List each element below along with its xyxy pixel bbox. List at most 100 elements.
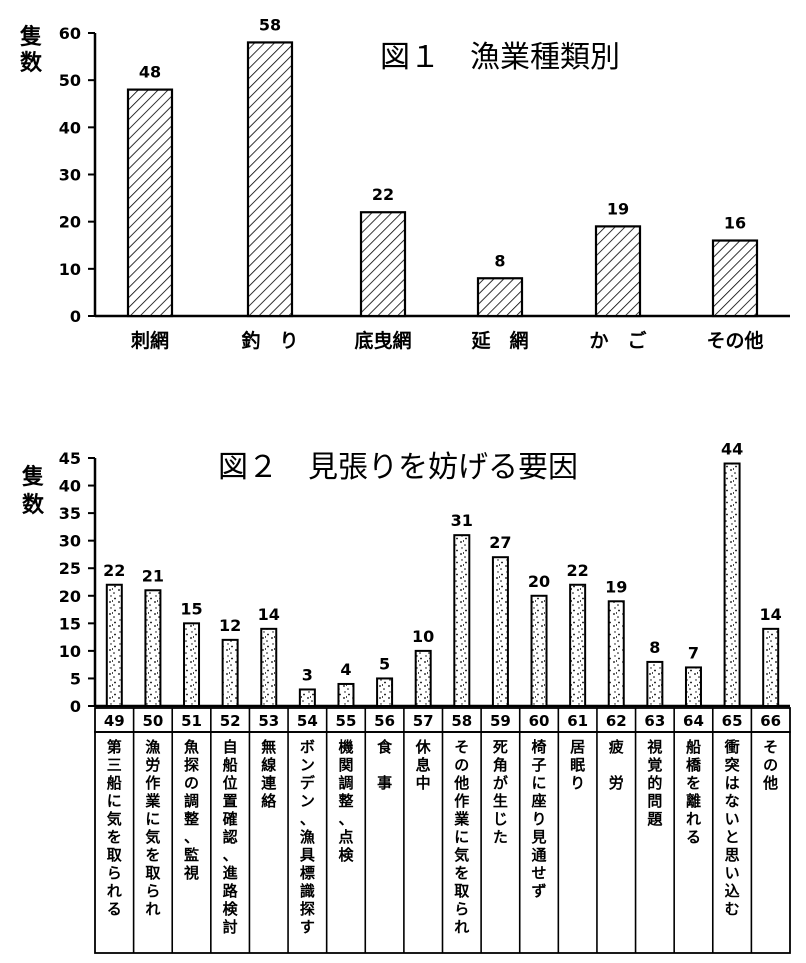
chart-2-category-label: 死角が生じた	[493, 738, 509, 846]
chart-1-y-tick-label: 20	[59, 213, 81, 232]
chart-2-bar	[684, 666, 702, 708]
chart-2-ylabel-char-1: 隻	[21, 464, 44, 490]
chart-2-data-label: 27	[489, 533, 511, 552]
chart-2-data-label: 10	[412, 627, 434, 646]
chart-2-category-label: 休息中	[415, 738, 432, 792]
chart-2-category-label: その他作業に気を取られ	[453, 738, 470, 936]
chart-2-bar	[144, 589, 162, 707]
chart-2-data-label: 19	[605, 577, 627, 596]
chart-2-data-label: 4	[340, 660, 351, 679]
chart-1-data-label: 16	[724, 214, 746, 233]
chart-1-data-label: 58	[259, 15, 281, 34]
chart-2-bar	[491, 556, 509, 708]
chart-2-data-label: 31	[451, 511, 473, 530]
chart-2-bar	[260, 627, 278, 707]
chart-2-category-label: 疲 労	[609, 738, 624, 792]
chart-2-bar	[453, 534, 471, 708]
chart-1-y-tick-label: 50	[59, 71, 81, 90]
chart-2-data-label: 21	[142, 566, 164, 585]
chart-1-data-label: 8	[494, 251, 505, 270]
chart-2-bar	[183, 622, 201, 707]
chart-2-category-number: 56	[374, 712, 395, 730]
chart-1-bar	[594, 225, 642, 318]
chart-1-bar	[711, 239, 759, 318]
chart-2-category-number: 61	[567, 712, 588, 730]
chart-1-data-label: 22	[372, 185, 394, 204]
chart-2-data-label: 3	[302, 665, 313, 684]
chart-2-bar	[414, 649, 432, 708]
chart-2-y-tick-label: 35	[59, 504, 81, 523]
chart-1-category-label: その他	[706, 329, 763, 352]
chart-2-data-label: 14	[760, 605, 782, 624]
chart-2-data-label: 22	[567, 561, 589, 580]
chart-2-category-label: 自船位置確認、進路検討	[222, 738, 239, 936]
chart-2-bar	[105, 583, 123, 707]
chart-1-category-label: 釣 り	[241, 329, 298, 352]
chart-2-y-tick-label: 0	[70, 697, 81, 716]
chart-2-category-number: 59	[490, 712, 511, 730]
chart-2-bar	[530, 594, 548, 707]
chart-1-data-label: 19	[607, 199, 629, 218]
chart-2-y-tick-label: 30	[59, 532, 81, 551]
chart-1-category-label: 底曳網	[354, 329, 411, 352]
chart-2-category-number: 54	[297, 712, 318, 730]
chart-2-category-number: 55	[336, 712, 357, 730]
chart-2-title: 図２ 見張りを妨げる要因	[218, 450, 578, 485]
chart-2-category-label: ボンデン、漁具標識探す	[300, 738, 316, 936]
chart-2-category-number: 62	[606, 712, 627, 730]
chart-1-bar	[246, 41, 294, 318]
chart-1-y-tick-label: 40	[59, 118, 81, 137]
chart-2-category-label: 椅子に座り見通せず	[531, 738, 547, 900]
chart-1-y-tick-label: 10	[59, 260, 81, 279]
chart-2-bar	[607, 600, 625, 707]
chart-2-category-number: 50	[142, 712, 163, 730]
chart-2-y-tick-label: 10	[59, 642, 81, 661]
chart-2-data-label: 22	[103, 561, 125, 580]
chart-1-bar	[126, 88, 174, 318]
chart-2-category-label: その他	[762, 738, 778, 792]
chart-1-title: 図１ 漁業種類別	[380, 40, 620, 75]
chart-2-data-label: 44	[721, 440, 743, 459]
chart-2-y-tick-label: 15	[59, 614, 81, 633]
chart-2-category-label: 魚探の調整、監視	[183, 738, 199, 882]
chart-1-category-label: 刺網	[131, 329, 169, 352]
chart-2-y-tick-label: 25	[59, 559, 81, 578]
chart-2-data-label: 12	[219, 616, 241, 635]
chart-1-bar	[359, 211, 407, 318]
chart-1-fishery-types: 図１ 漁業種類別 隻 数 0 10 20 30 40 50 60 48 58 22 8 19 16 刺…	[19, 15, 790, 352]
chart-2-bar	[569, 583, 587, 707]
chart-2-bar	[221, 638, 239, 707]
chart-2-y-tick-label: 5	[70, 669, 81, 688]
chart-1-data-label: 48	[139, 63, 161, 82]
chart-2-category-label: 船橋を離れる	[686, 738, 702, 846]
chart-2-bar	[646, 660, 664, 708]
chart-2-data-label: 14	[258, 605, 280, 624]
chart-2-category-number: 65	[722, 712, 743, 730]
chart-2-category-number: 51	[181, 712, 202, 730]
chart-2-category-number: 52	[220, 712, 241, 730]
chart-2-ylabel-char-2: 数	[22, 492, 45, 518]
chart-2-category-number: 60	[529, 712, 550, 730]
chart-2-category-number: 64	[683, 712, 704, 730]
chart-1-y-tick-label: 60	[59, 24, 81, 43]
chart-2-bar	[762, 627, 780, 707]
chart-1-ylabel-char-1: 隻	[19, 24, 42, 50]
chart-2-data-label: 15	[180, 599, 202, 618]
chart-2-category-number: 66	[760, 712, 781, 730]
chart-2-category-label: 衝突はないと思い込む	[724, 738, 740, 918]
chart-1-y-tick-label: 0	[70, 307, 81, 326]
chart-2-data-label: 5	[379, 654, 390, 673]
chart-2-y-tick-label: 20	[59, 587, 81, 606]
chart-2-category-number: 63	[644, 712, 665, 730]
chart-2-y-tick-label: 45	[59, 449, 81, 468]
chart-2-category-label: 第三船に気を取られる	[107, 738, 123, 918]
chart-1-category-label: 延 網	[470, 329, 528, 352]
chart-2-bar	[337, 682, 355, 708]
chart-2-bar	[298, 688, 316, 708]
chart-2-data-label: 20	[528, 572, 550, 591]
chart-2-category-number: 53	[258, 712, 279, 730]
chart-1-bar	[476, 277, 524, 318]
chart-1-ylabel-char-2: 数	[20, 50, 43, 76]
